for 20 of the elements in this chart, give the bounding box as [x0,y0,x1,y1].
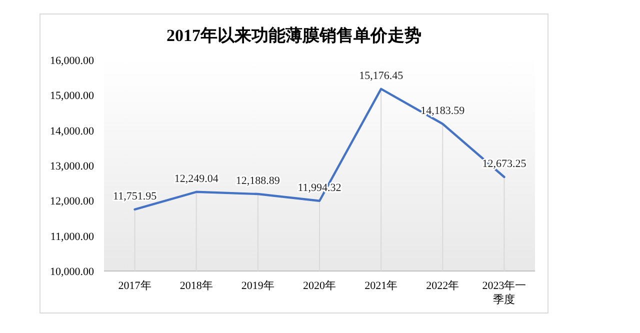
x-tick-label: 2018年 [180,280,213,292]
chart-title: 2017年以来功能薄膜销售单价走势 [166,26,422,45]
x-tick-label: 2023年一季度 [482,280,526,306]
data-label: 12,188.89 [236,175,280,188]
y-tick-label: 11,000.00 [50,230,94,243]
data-label: 14,183.59 [420,104,466,117]
y-tick-label: 13,000.00 [50,160,94,172]
data-label: 11,751.95 [112,190,158,202]
data-label: 12,249.04 [174,172,219,185]
x-tick-label: 2022年 [426,280,460,292]
data-label: 15,176.45 [359,70,404,82]
y-tick-label: 15,000.00 [50,90,94,102]
x-tick-label: 2020年 [303,280,336,292]
y-tick-label: 14,000.00 [50,125,94,138]
y-tick-label: 10,000.00 [50,266,94,278]
x-tick-label: 2021年 [364,280,398,292]
y-tick-label: 16,000.00 [50,55,94,67]
x-tick-label: 2017年 [118,280,152,292]
y-tick-label: 12,000.00 [50,196,94,208]
x-tick-label: 2019年 [241,280,274,292]
